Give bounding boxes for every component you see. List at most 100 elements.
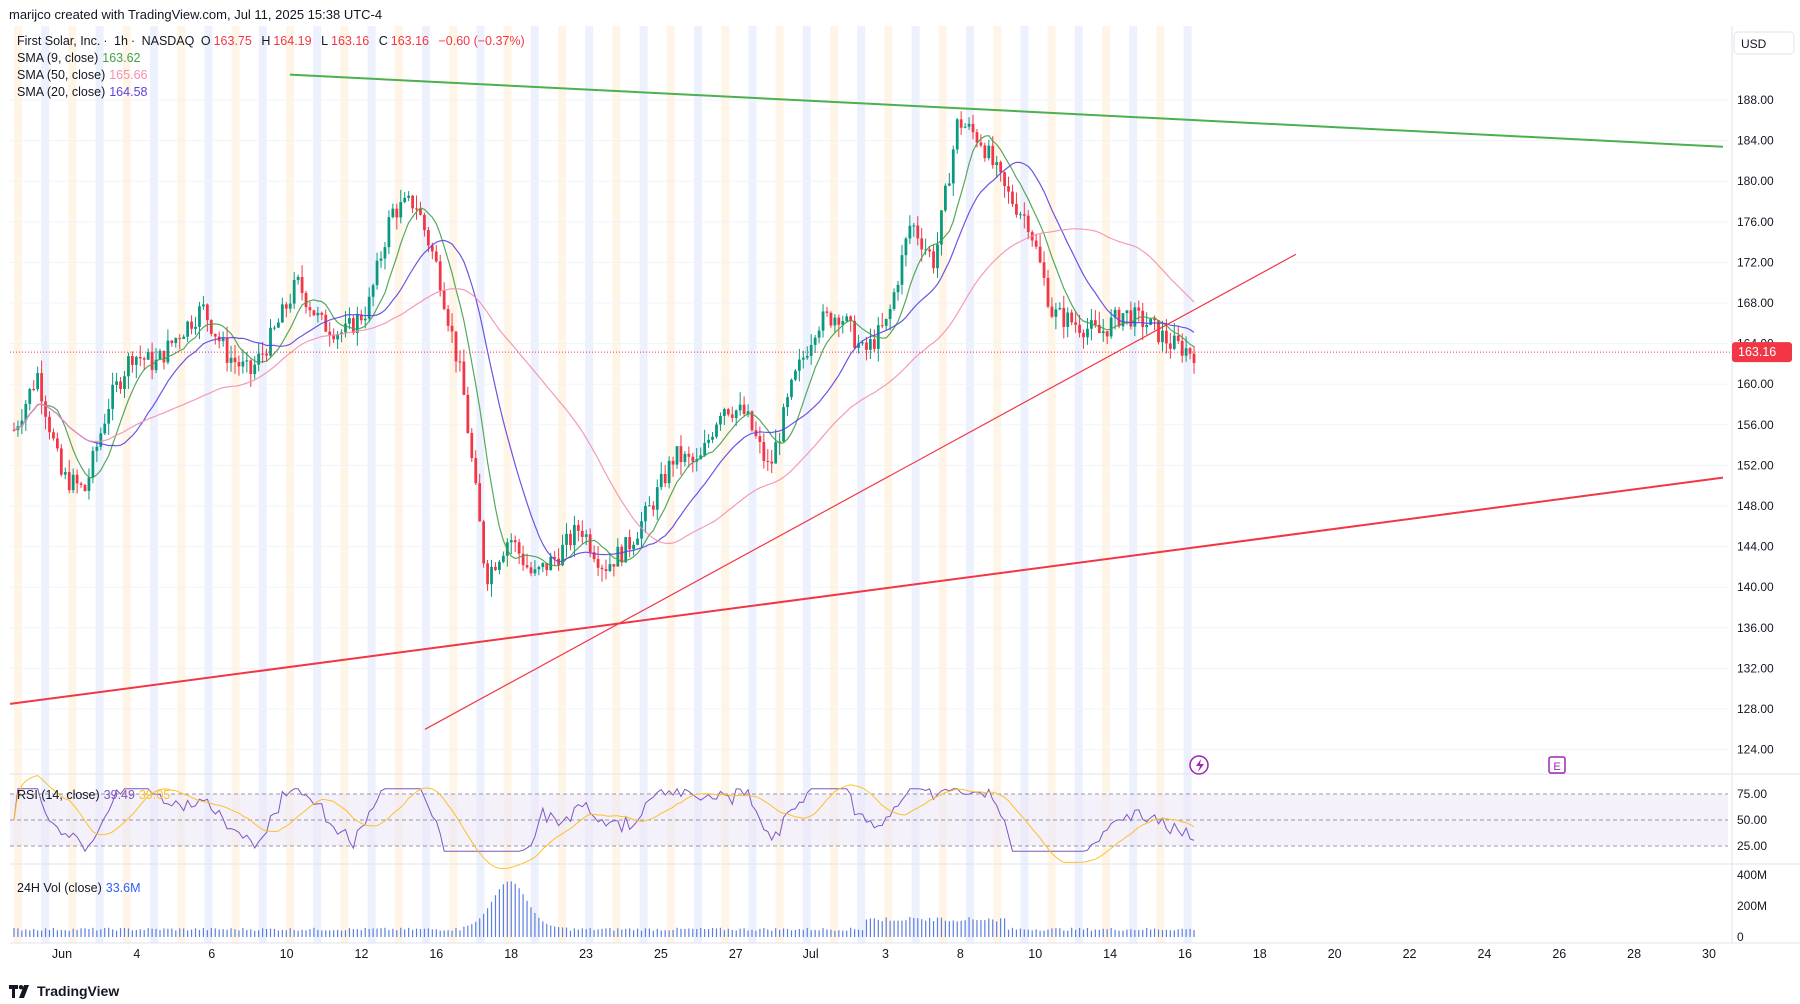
candle-body: [947, 183, 951, 186]
date-tick-label: 27: [729, 947, 743, 961]
candle-body: [967, 123, 971, 127]
sma50-legend[interactable]: SMA (50, close) 165.66: [17, 68, 147, 82]
price-tick-label: 148.00: [1737, 499, 1774, 513]
candle-body: [391, 208, 395, 218]
sma50-value: 165.66: [109, 68, 148, 82]
candle-body: [576, 524, 580, 531]
rsi-label: RSI (14, close): [17, 788, 100, 802]
candle-body: [940, 210, 943, 245]
candle-body: [612, 564, 616, 567]
sma50-label: SMA (50, close): [17, 68, 106, 82]
candle-body: [1180, 341, 1184, 356]
candle-body: [257, 353, 261, 365]
session-band: [1020, 26, 1029, 943]
candle-body: [52, 432, 55, 439]
volume-tick-label: 400M: [1737, 868, 1767, 882]
candle-body: [561, 544, 564, 566]
rsi-legend[interactable]: RSI (14, close) 39.49 39.05: [17, 788, 170, 802]
symbol-interval: 1h: [114, 34, 128, 48]
candle-body: [142, 358, 146, 360]
candle-body: [999, 162, 1003, 173]
rsi-value: 39.49: [103, 788, 135, 802]
sma50-line: [13, 228, 1195, 545]
candle-body: [837, 317, 841, 325]
earnings-marker: [1548, 756, 1566, 774]
change-value: −0.60 (−0.37%): [438, 34, 525, 48]
candle-body: [1066, 312, 1070, 327]
candle-body: [446, 309, 450, 326]
candle-body: [150, 351, 154, 371]
symbol-name: First Solar, Inc.: [17, 34, 101, 48]
candle-body: [213, 333, 217, 337]
candle-body: [1046, 277, 1050, 307]
session-band: [258, 26, 267, 943]
candle-body: [884, 318, 888, 326]
candle-body: [1137, 307, 1141, 311]
candle-body: [537, 567, 541, 570]
candle-body: [233, 357, 237, 363]
date-tick-label: 8: [957, 947, 964, 961]
candle-body: [103, 423, 107, 434]
candle-body: [1121, 313, 1125, 327]
candle-body: [1133, 307, 1137, 327]
candle-body: [20, 420, 24, 427]
candle-body: [600, 567, 604, 570]
sma20-legend[interactable]: SMA (20, close) 164.58: [17, 85, 147, 99]
session-band: [530, 26, 539, 943]
tradingview-logo-icon: [9, 984, 29, 998]
candles: [12, 111, 1196, 597]
grid: [10, 99, 1728, 751]
candle-body: [296, 276, 300, 281]
candle-body: [154, 359, 158, 371]
date-tick-label: 24: [1477, 947, 1491, 961]
volume-value: 33.6M: [105, 881, 141, 895]
price-tick-label: 132.00: [1737, 661, 1774, 675]
low-label: L: [321, 34, 329, 48]
sma20-label: SMA (20, close): [17, 85, 106, 99]
candle-body: [67, 472, 71, 491]
date-tick-label: 18: [1253, 947, 1267, 961]
candle-body: [995, 162, 999, 166]
session-shading: [14, 26, 1192, 943]
candle-body: [936, 244, 939, 269]
candle-body: [880, 325, 884, 327]
session-band: [666, 26, 675, 943]
candle-body: [679, 446, 683, 463]
tradingview-logo[interactable]: TradingView: [9, 983, 119, 999]
candle-body: [1086, 328, 1089, 338]
trendline: [9, 476, 1724, 705]
candle-body: [663, 473, 667, 484]
session-band: [938, 26, 947, 943]
candle-body: [1097, 324, 1101, 334]
close-value: 163.16: [390, 34, 429, 48]
date-tick-label: 23: [579, 947, 593, 961]
candle-body: [482, 521, 486, 564]
candle-body: [1117, 309, 1121, 327]
candle-body: [912, 225, 916, 227]
candle-body: [1101, 331, 1105, 334]
session-band: [422, 26, 430, 943]
candle-body: [280, 304, 284, 323]
candle-body: [892, 292, 896, 309]
session-band: [884, 26, 893, 943]
candle-body: [494, 566, 497, 570]
candle-body: [719, 416, 722, 425]
candle-body: [1070, 312, 1074, 323]
candle-body: [83, 484, 87, 492]
candle-body: [277, 322, 280, 328]
candle-body: [509, 540, 513, 543]
candle-body: [632, 544, 635, 550]
candle-body: [545, 563, 549, 571]
candle-body: [951, 149, 955, 184]
candle-body: [1125, 310, 1129, 314]
candle-body: [730, 414, 734, 418]
candle-body: [182, 336, 186, 339]
candle-body: [1188, 348, 1192, 354]
sma20-value: 164.58: [109, 85, 148, 99]
date-tick-label: 4: [133, 947, 140, 961]
separator: ·: [103, 34, 108, 48]
sma9-legend[interactable]: SMA (9, close) 163.62: [17, 51, 141, 65]
volume-legend[interactable]: 24H Vol (close) 33.6M: [17, 881, 141, 895]
candle-body: [715, 424, 718, 437]
